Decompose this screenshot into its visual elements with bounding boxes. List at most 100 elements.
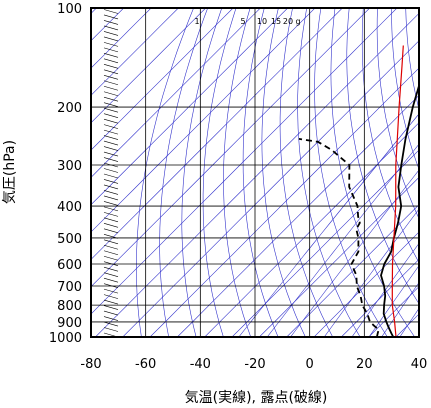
wind-barb xyxy=(103,212,119,217)
wind-barb xyxy=(103,228,119,234)
x-tick-label: -80 xyxy=(80,357,101,372)
wind-barb xyxy=(103,102,119,107)
isotherm-line xyxy=(341,258,419,337)
isotherm-line xyxy=(313,231,419,337)
x-tick-label: -60 xyxy=(135,357,156,372)
wind-barb xyxy=(103,234,119,239)
wind-barb xyxy=(103,255,119,261)
isotherm-line xyxy=(91,8,316,233)
dry-adiabat-line xyxy=(159,8,208,337)
wind-barb xyxy=(103,96,119,102)
wind-barb xyxy=(103,20,119,25)
wind-barb xyxy=(103,85,119,91)
dry-adiabat-line xyxy=(346,8,419,305)
dry-adiabat-line xyxy=(242,8,279,337)
plot-frame xyxy=(90,7,420,338)
dewpoint-line xyxy=(298,138,380,337)
isotherm-line xyxy=(91,8,152,69)
wind-barb xyxy=(103,53,119,58)
x-axis-title: 気温(実線), 露点(破線) xyxy=(185,390,328,406)
dry-adiabat-line xyxy=(420,8,431,337)
wind-barb xyxy=(103,36,119,42)
dry-adiabat-line xyxy=(314,8,388,337)
x-tick-label: 20 xyxy=(356,357,373,372)
x-tick-label: 40 xyxy=(411,357,428,372)
wind-barb xyxy=(103,113,119,118)
isotherm-line xyxy=(91,8,206,124)
temperature-line xyxy=(380,82,419,337)
isotherm-line xyxy=(204,122,419,337)
wind-barb xyxy=(103,327,119,332)
y-tick-label: 700 xyxy=(57,280,82,295)
x-tick-labels: -80 -60 -40 -20 0 20 40 xyxy=(80,357,427,372)
wind-barb xyxy=(103,146,119,151)
dry-adiabat-line xyxy=(361,8,419,264)
wind-barb xyxy=(103,217,119,223)
y-tick-label: 900 xyxy=(57,316,82,331)
wind-barb xyxy=(103,31,119,36)
y-tick-label: 200 xyxy=(57,101,82,116)
isotherm-line xyxy=(91,8,179,96)
y-tick-label: 500 xyxy=(57,232,82,247)
wind-barb xyxy=(103,244,119,250)
wind-barb xyxy=(103,266,119,272)
wind-barb xyxy=(103,179,119,184)
dry-adiabat-line xyxy=(279,8,333,337)
wind-barb xyxy=(103,74,119,80)
isotherm-line xyxy=(149,67,419,337)
wind-barb xyxy=(103,206,119,212)
wind-barb xyxy=(103,64,119,69)
wind-barb xyxy=(103,124,119,129)
mixing-ratio-label: 5 xyxy=(240,17,245,26)
mixing-ratio-line xyxy=(368,265,419,337)
mixing-ratio-line xyxy=(351,242,419,337)
y-axis-title: 気圧(hPa) xyxy=(2,140,18,204)
wind-barb xyxy=(103,157,119,162)
y-tick-label: 400 xyxy=(57,200,82,215)
wind-barb xyxy=(103,25,119,31)
mixing-ratio-line xyxy=(381,281,419,337)
wind-barb xyxy=(103,277,119,283)
isotherm-line xyxy=(122,40,419,337)
isotherm-line xyxy=(423,8,431,337)
wind-barb xyxy=(103,14,119,20)
wind-barb xyxy=(103,107,119,113)
wind-barb xyxy=(103,47,119,53)
wind-barb xyxy=(103,42,119,47)
dry-adiabat-line xyxy=(136,8,194,337)
profile-series xyxy=(298,45,419,337)
wind-barb xyxy=(103,118,119,124)
dry-adiabat-line xyxy=(391,8,419,171)
wind-barb xyxy=(103,201,119,206)
mixing-ratio-line xyxy=(290,169,419,337)
isotherm-line xyxy=(91,8,398,315)
wind-barb xyxy=(103,9,119,14)
y-tick-label: 600 xyxy=(57,258,82,273)
wind-barb xyxy=(103,310,119,316)
isotherm-line xyxy=(395,313,419,337)
isotherm-line xyxy=(259,176,419,337)
x-tick-label: -20 xyxy=(244,357,265,372)
wind-barb xyxy=(103,305,119,310)
dry-adiabat-line xyxy=(330,8,415,337)
x-tick-label: -40 xyxy=(190,357,211,372)
wind-barb xyxy=(103,223,119,228)
wind-barb xyxy=(103,288,119,294)
wind-barb xyxy=(103,140,119,146)
wind-barb xyxy=(103,299,119,305)
y-tick-label: 1000 xyxy=(49,331,82,346)
dry-adiabat-line xyxy=(405,8,419,111)
dry-adiabat-line xyxy=(223,8,251,337)
wind-barb xyxy=(103,283,119,288)
isotherm-line xyxy=(95,12,419,337)
wind-barb xyxy=(103,250,119,256)
isotherm-line xyxy=(91,8,234,151)
wind-barb xyxy=(103,151,119,157)
wind-barb xyxy=(103,261,119,267)
mixing-ratio-label: 20 xyxy=(283,17,293,26)
mixing-ratio-label: 10 xyxy=(257,17,267,26)
isotherm-line xyxy=(91,8,261,178)
isotherm-line xyxy=(286,204,419,337)
wind-barb xyxy=(103,168,119,173)
